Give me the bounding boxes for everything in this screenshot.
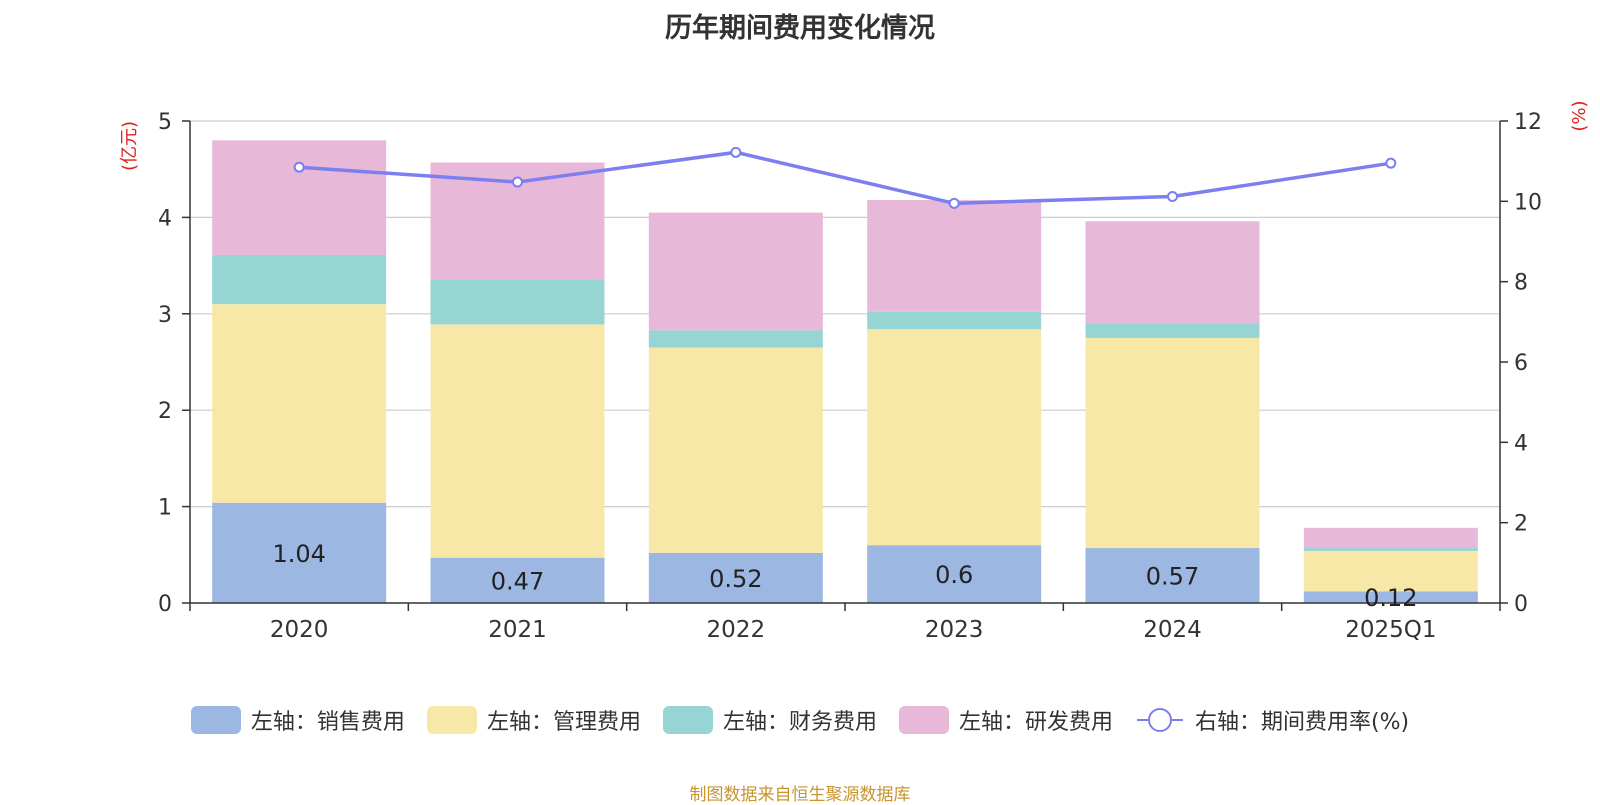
bar-value-label: 0.57 xyxy=(1146,563,1199,591)
line-point xyxy=(1385,157,1397,169)
y-right-tick-label: 2 xyxy=(1514,512,1528,537)
legend-label: 左轴：研发费用 xyxy=(958,710,1113,735)
bar xyxy=(648,212,823,331)
bar-value-label: 0.47 xyxy=(491,567,544,595)
y-left-tick-label: 1 xyxy=(158,496,172,521)
legend-swatch xyxy=(190,706,241,734)
bar xyxy=(430,279,605,325)
bar xyxy=(867,200,1042,312)
legend-item[interactable]: 左轴：管理费用 xyxy=(426,704,641,736)
y-left-tick-label: 2 xyxy=(158,399,172,424)
legend-item[interactable]: 左轴：销售费用 xyxy=(190,704,405,736)
y-right-unit-label: (%) xyxy=(1569,100,1590,131)
x-tick-label: 2020 xyxy=(270,617,329,643)
data-labels: 1.04 0.47 0.52 0.6 0.57 0.12 xyxy=(272,540,1417,612)
legend-swatch xyxy=(426,706,477,734)
bar xyxy=(1085,337,1260,549)
bar xyxy=(1085,221,1260,324)
bar xyxy=(212,502,387,603)
legend-swatch xyxy=(662,706,713,734)
legend-swatch xyxy=(898,706,949,734)
bar xyxy=(212,254,387,305)
data-source-note: 制图数据来自恒生聚源数据库 xyxy=(689,785,911,805)
bar xyxy=(1303,527,1478,549)
legend-label: 左轴：销售费用 xyxy=(250,710,405,735)
bar xyxy=(648,330,823,348)
legend-line-swatch xyxy=(1136,708,1183,732)
legend-label: 左轴：财务费用 xyxy=(722,710,877,735)
y-right-tick-label: 4 xyxy=(1514,431,1528,456)
bar xyxy=(648,347,823,553)
line-path xyxy=(299,150,1392,206)
y-right-tick-label: 0 xyxy=(1514,592,1528,617)
bar xyxy=(867,545,1042,603)
bar-value-label: 0.12 xyxy=(1364,584,1417,612)
x-tick-label: 2021 xyxy=(488,617,547,643)
y-right-tick-label: 12 xyxy=(1514,110,1542,135)
bar-value-label: 1.04 xyxy=(272,540,325,568)
y-right-tick-label: 6 xyxy=(1514,351,1528,376)
y-left-tick-label: 0 xyxy=(158,592,172,617)
y-right-tick-label: 10 xyxy=(1514,190,1542,215)
legend: 左轴：销售费用 左轴：管理费用 左轴：财务费用 左轴：研发费用 右轴：期间费用率(%) xyxy=(0,704,1600,736)
line-series xyxy=(293,146,1397,209)
bar xyxy=(1085,548,1260,603)
chart-title: 历年期间费用变化情况 xyxy=(665,13,935,44)
y-left-tick-label: 4 xyxy=(158,206,172,231)
y-right-tick-label: 8 xyxy=(1514,271,1528,296)
line-point xyxy=(730,146,742,158)
bar xyxy=(212,140,387,255)
line-point xyxy=(1167,191,1178,203)
x-tick-label: 2022 xyxy=(707,617,766,643)
bar xyxy=(867,311,1042,330)
line-point xyxy=(948,197,960,209)
legend-item[interactable]: 左轴：财务费用 xyxy=(662,704,877,736)
bar xyxy=(430,557,605,603)
line-point xyxy=(293,161,305,173)
y-left-tick-label: 3 xyxy=(158,303,172,328)
bar xyxy=(1303,548,1478,551)
legend-label: 左轴：管理费用 xyxy=(486,710,641,735)
bar xyxy=(1303,550,1478,592)
bar xyxy=(1085,323,1260,338)
x-tick-label: 2025Q1 xyxy=(1345,617,1436,643)
legend-item[interactable]: 左轴：研发费用 xyxy=(898,704,1113,736)
bar-value-label: 0.6 xyxy=(935,561,973,589)
legend-item[interactable]: 右轴：期间费用率(%) xyxy=(1135,704,1409,736)
bar xyxy=(867,329,1042,546)
bar xyxy=(212,304,387,503)
bar xyxy=(648,552,823,603)
line-point xyxy=(512,176,523,188)
x-tick-label: 2024 xyxy=(1143,617,1202,643)
bar xyxy=(430,324,605,558)
bar xyxy=(1303,591,1478,603)
x-tick-label: 2023 xyxy=(925,617,984,643)
legend-line-marker xyxy=(1147,708,1172,732)
legend-label: 右轴：期间费用率(%) xyxy=(1194,710,1410,735)
y-left-tick-label: 5 xyxy=(158,110,172,135)
grid-lines xyxy=(190,120,1500,508)
bar-series xyxy=(212,140,1478,603)
bar-value-label: 0.52 xyxy=(709,565,762,593)
y-left-unit-label: (亿元) xyxy=(119,121,140,171)
